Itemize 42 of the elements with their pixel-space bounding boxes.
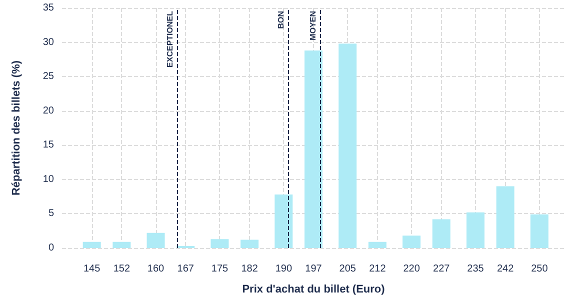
- y-tick-label: 10: [42, 174, 54, 185]
- bar: [146, 232, 165, 248]
- x-tick-label: 197: [305, 264, 322, 274]
- x-tick-label: 212: [369, 264, 386, 274]
- bar: [496, 186, 514, 248]
- y-tick-label: 35: [42, 2, 54, 14]
- y-tick-label: 30: [42, 36, 54, 48]
- x-tick-label: 205: [339, 264, 356, 274]
- x-tick-label: 242: [496, 264, 514, 274]
- x-tick-label: 250: [531, 264, 548, 274]
- y-tick-label: 15: [42, 140, 54, 151]
- bar: [432, 219, 450, 248]
- y-tick-label: 20: [42, 105, 54, 116]
- x-tick-label: 175: [211, 264, 228, 274]
- x-tick-label: 220: [403, 264, 420, 274]
- bar: [210, 239, 229, 248]
- y-tick-label: 25: [42, 71, 54, 82]
- bar: [112, 242, 131, 248]
- x-tick-label: 167: [177, 264, 194, 274]
- bar: [402, 236, 421, 248]
- bar: [240, 240, 259, 248]
- bar: [82, 242, 101, 248]
- ref-line-label: EXCEPTIONEL: [166, 10, 175, 68]
- ref-line-label: BON: [276, 10, 286, 29]
- x-tick-label: 227: [433, 264, 450, 274]
- bar: [304, 50, 322, 248]
- x-tick-label: 145: [83, 264, 101, 274]
- x-tick-label: 190: [275, 264, 292, 274]
- ref-line-label: MOYEN: [308, 10, 318, 40]
- y-tick-label: 5: [48, 208, 54, 220]
- bar: [274, 194, 293, 248]
- x-tick-label: 160: [147, 264, 165, 274]
- bar: [466, 212, 484, 248]
- bar: [530, 214, 548, 248]
- x-tick-label: 182: [241, 264, 258, 274]
- bar: [368, 242, 386, 248]
- y-axis-title: Répartition des billets (%): [10, 60, 22, 196]
- x-tick-label: 152: [113, 264, 130, 274]
- bar: [338, 44, 357, 248]
- y-tick-label: 0: [48, 242, 54, 254]
- x-axis-title: Prix d'achat du billet (Euro): [242, 284, 386, 296]
- x-tick-label: 235: [467, 264, 484, 274]
